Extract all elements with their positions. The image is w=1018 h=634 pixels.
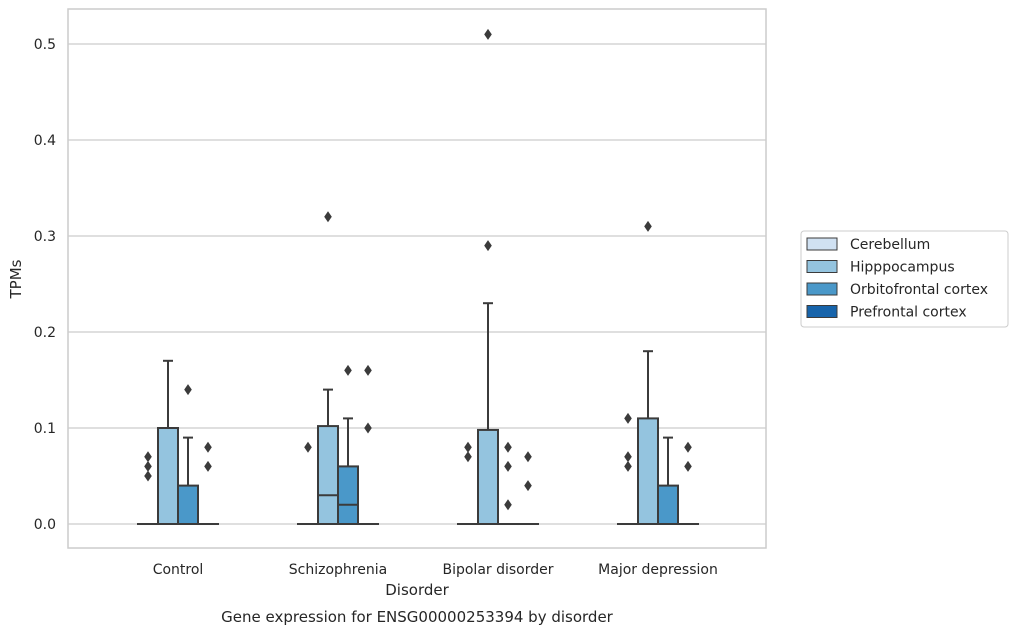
outlier-point [504,441,512,453]
outlier-point [204,460,212,472]
plot-frame-rect [67,8,767,549]
outlier-point [464,441,472,453]
legend-label: Prefrontal cortex [850,305,967,321]
box-plot-marks [137,28,699,526]
y-tick-label: 0.4 [34,133,56,149]
outlier-point [144,470,152,482]
outlier-point [624,412,632,424]
x-tick-label: Control [153,562,204,578]
box-body [337,465,359,525]
box-body [657,484,679,526]
box-prefrontal-cortex [197,441,219,526]
legend-swatch [806,305,838,318]
legend: Cerebellum Hipppocampus Orbitofrontal cort… [800,230,1009,328]
outlier-point [364,422,372,434]
x-tick-label: Schizophrenia [289,562,387,578]
legend-swatch [806,237,838,251]
y-tick-label: 0.2 [34,325,56,341]
outlier-point [644,220,652,232]
y-axis-ticks: 0.0 0.1 0.2 0.3 0.4 0.5 [34,37,56,533]
x-axis-ticks: Control Schizophrenia Bipolar disorder Majo… [153,562,718,578]
box-body [637,417,659,525]
box-cerebellum [457,441,479,526]
y-tick-label: 0.3 [34,229,56,245]
box-hipppocampus [477,28,499,526]
legend-swatch [806,282,838,296]
box-hipppocampus [317,211,339,525]
box-hipppocampus [157,359,179,525]
box-body [157,427,179,525]
y-tick-label: 0.5 [34,37,56,53]
outlier-point [184,384,192,396]
outlier-point [484,240,492,252]
box-body [317,425,339,525]
box-orbitofrontal-cortex [337,364,359,525]
box-hipppocampus [637,220,659,525]
outlier-point [504,460,512,472]
y-axis-title: TPMs [7,259,25,299]
x-tick-label: Major depression [598,562,718,578]
outlier-point [364,364,372,376]
legend-label: Cerebellum [850,237,930,253]
box-orbitofrontal-cortex [657,436,679,526]
box-prefrontal-cortex [357,364,379,526]
x-tick-label: Bipolar disorder [442,562,553,578]
outlier-point [484,28,492,40]
outlier-point [684,460,692,472]
outlier-point [144,451,152,463]
box-prefrontal-cortex [517,451,539,526]
box-orbitofrontal-cortex [177,384,199,526]
outlier-point [684,441,692,453]
box-body [477,428,499,526]
legend-frame [800,230,1009,328]
outlier-point [344,364,352,376]
box-prefrontal-cortex [677,441,699,526]
box-orbitofrontal-cortex [497,441,519,526]
outlier-point [624,451,632,463]
outlier-point [144,460,152,472]
outlier-point [204,441,212,453]
box-cerebellum [297,441,319,526]
box-cerebellum [617,412,639,526]
legend-label: Hipppocampus [850,260,955,276]
box-cerebellum [137,451,159,526]
y-tick-label: 0.0 [34,517,56,533]
outlier-point [504,499,512,511]
plot-frame [67,8,767,549]
x-axis-title: Disorder [385,581,449,599]
box-body [177,484,199,526]
legend-label: Orbitofrontal cortex [850,282,988,298]
outlier-point [524,451,532,463]
outlier-point [624,460,632,472]
y-tick-label: 0.1 [34,421,56,437]
outlier-point [524,480,532,492]
chart-caption: Gene expression for ENSG00000253394 by d… [221,608,614,626]
outlier-point [324,211,332,223]
legend-swatch [806,260,838,273]
outlier-point [464,451,472,463]
outlier-point [304,441,312,453]
